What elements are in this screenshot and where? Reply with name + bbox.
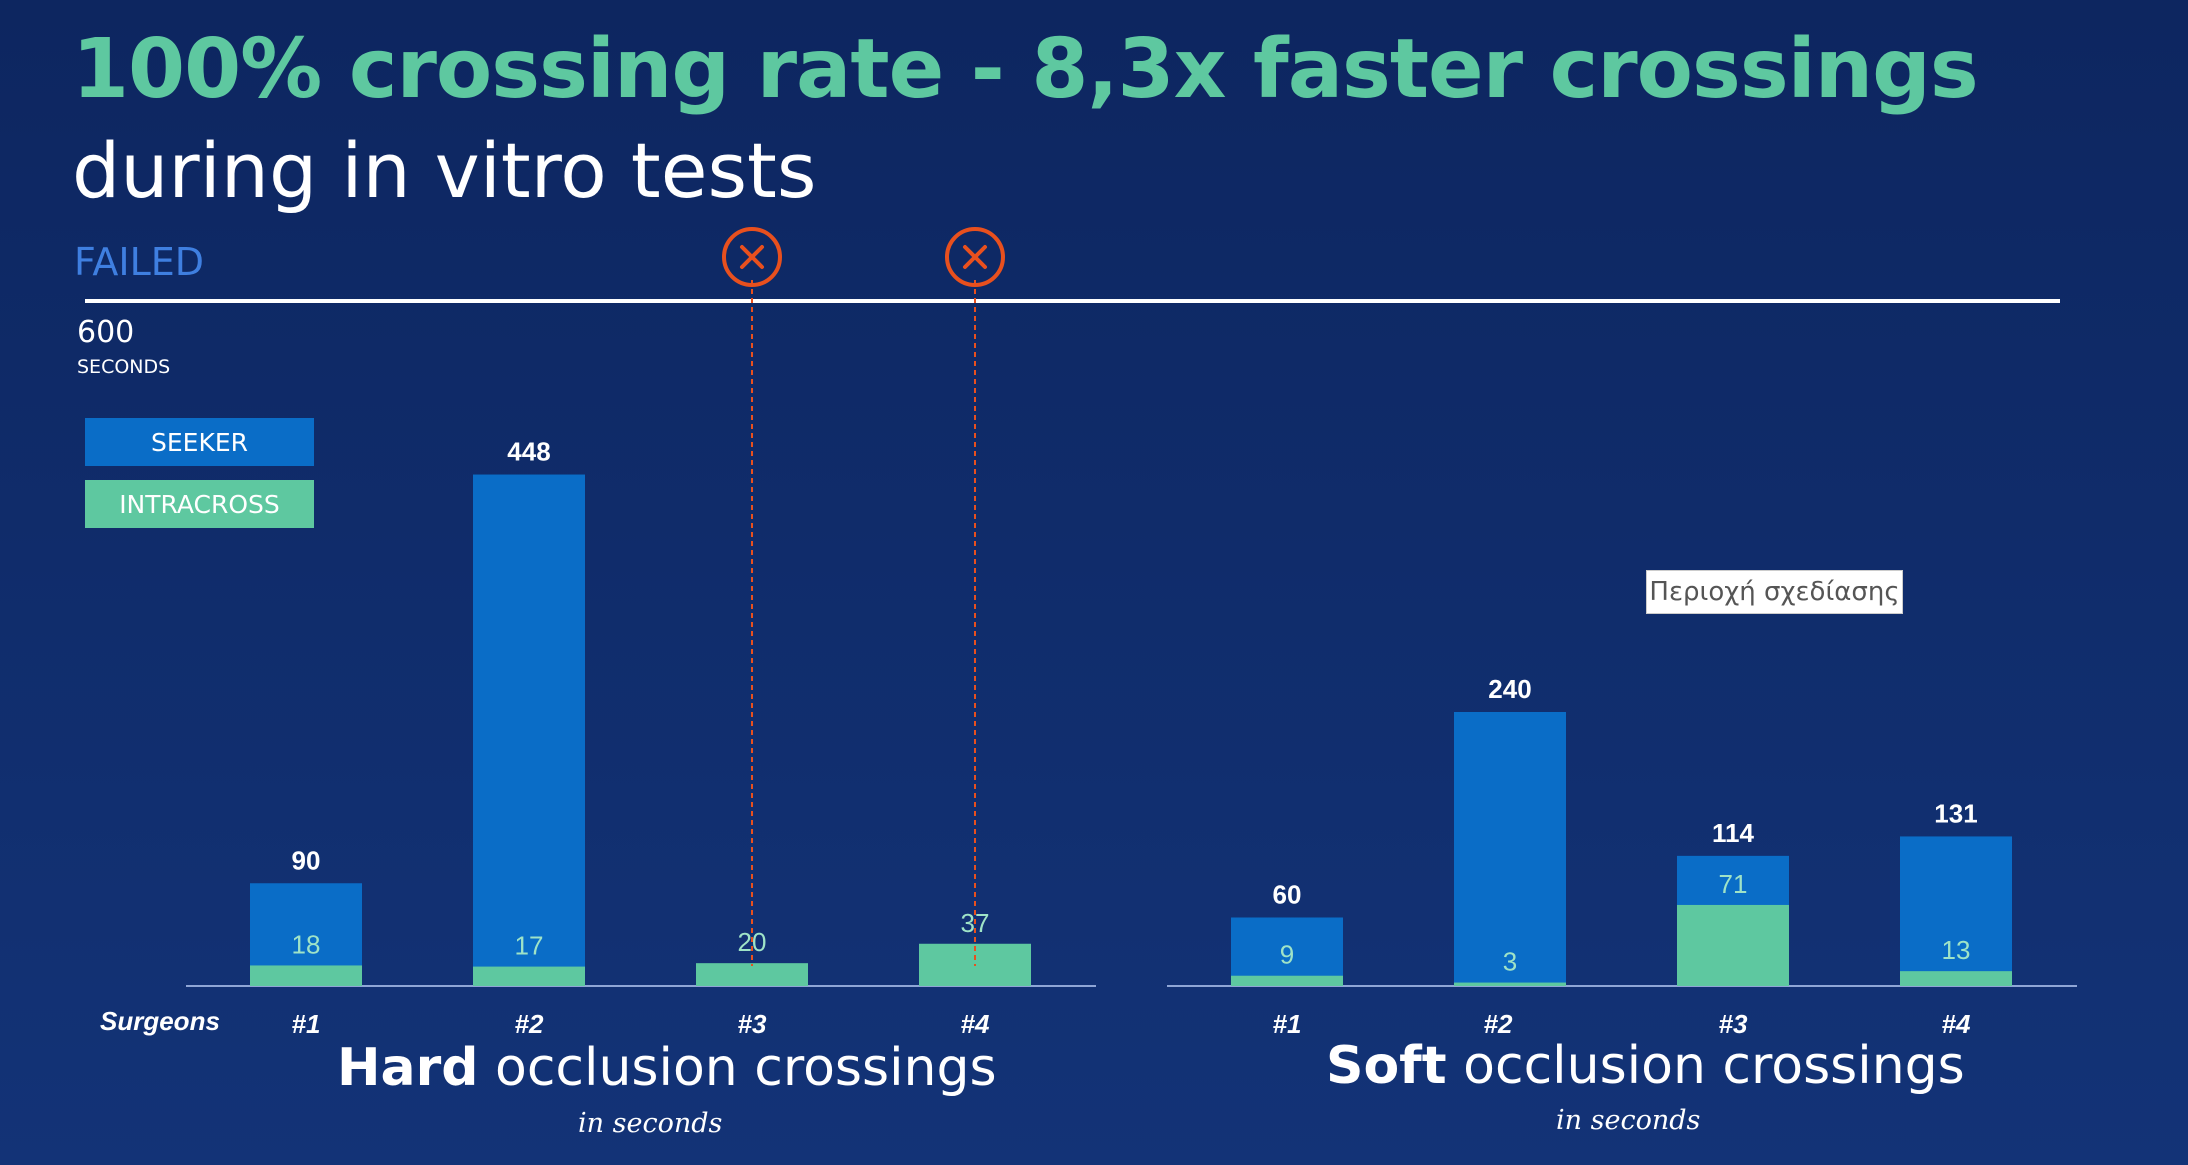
surgeons-axis-label: Surgeons	[100, 1006, 220, 1036]
soft-title-bold: Soft	[1326, 1036, 1447, 1096]
failed-threshold-line	[85, 299, 2060, 303]
hard-category-label: #1	[292, 1009, 321, 1039]
soft-category-label: #3	[1719, 1009, 1748, 1039]
soft-intracross-value-label: 13	[1942, 935, 1971, 965]
failed-x-icon	[722, 227, 782, 287]
soft-intracross-bar	[1677, 904, 1789, 986]
soft-seeker-value-label: 131	[1934, 798, 1977, 828]
soft-intracross-bar	[1900, 971, 2012, 986]
hard-category-label: #4	[961, 1009, 990, 1039]
hard-title-rest: occlusion crossings	[478, 1038, 997, 1098]
hard-seeker-value-label: 448	[507, 437, 550, 467]
hard-intracross-bar	[250, 965, 362, 986]
soft-intracross-value-label: 71	[1719, 869, 1748, 899]
hard-panel-subtitle: in seconds	[578, 1108, 723, 1139]
soft-category-label: #4	[1942, 1009, 1971, 1039]
soft-panel-subtitle: in seconds	[1556, 1105, 1701, 1136]
hard-category-label: #3	[738, 1009, 767, 1039]
plot-area-tooltip: Περιοχή σχεδίασης	[1646, 570, 1903, 614]
hard-panel-title: Hard occlusion crossings	[337, 1038, 997, 1098]
sub-headline: during in vitro tests	[72, 126, 817, 215]
hard-intracross-bar	[473, 966, 585, 986]
soft-intracross-bar	[1231, 975, 1343, 986]
soft-category-label: #2	[1484, 1009, 1513, 1039]
headline: 100% crossing rate - 8,3x faster crossin…	[72, 22, 1979, 117]
hard-seeker-value-label: 90	[292, 845, 321, 875]
hard-title-bold: Hard	[337, 1038, 479, 1098]
hard-category-label: #2	[515, 1009, 544, 1039]
soft-intracross-value-label: 3	[1503, 947, 1517, 977]
soft-seeker-bar	[1454, 712, 1566, 986]
hard-seeker-bar	[473, 474, 585, 986]
soft-seeker-bar	[1900, 836, 2012, 986]
soft-category-label: #1	[1273, 1009, 1302, 1039]
hard-intracross-value-label: 18	[292, 929, 321, 959]
hard-intracross-value-label: 17	[515, 931, 544, 961]
failed-x-icon-stroke-b	[740, 245, 764, 269]
axis-max-unit: SECONDS	[77, 356, 171, 378]
soft-seeker-value-label: 60	[1273, 880, 1302, 910]
soft-title-rest: occlusion crossings	[1446, 1036, 1965, 1096]
legend-seeker: SEEKER	[85, 418, 314, 466]
soft-seeker-value-label: 240	[1488, 674, 1531, 704]
soft-seeker-bar	[1231, 917, 1343, 986]
soft-intracross-bar	[1454, 982, 1566, 986]
legend-intracross: INTRACROSS	[85, 480, 314, 528]
soft-panel-title: Soft occlusion crossings	[1326, 1036, 1965, 1096]
failed-x-icon	[945, 227, 1005, 287]
failed-x-icon-stroke-b	[963, 245, 987, 269]
failed-label: FAILED	[74, 240, 205, 284]
soft-seeker-value-label: 114	[1712, 818, 1754, 848]
soft-intracross-value-label: 9	[1280, 940, 1294, 970]
axis-max-value: 600	[77, 315, 135, 350]
hard-intracross-bar	[696, 963, 808, 986]
